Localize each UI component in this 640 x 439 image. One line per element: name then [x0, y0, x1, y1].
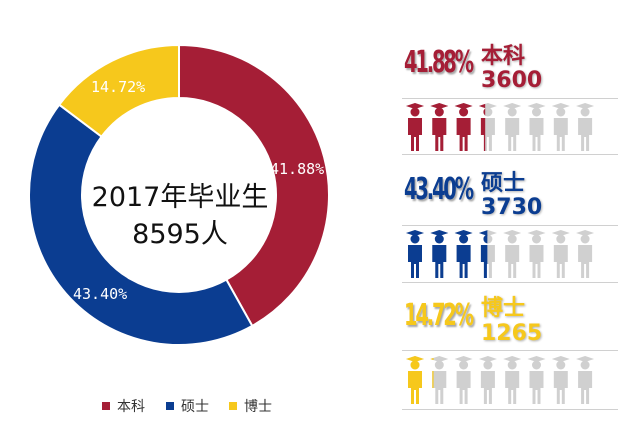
graduate-person-icon — [551, 103, 570, 151]
shuoshi-name: 硕士 — [481, 171, 526, 196]
donut-slice-boshi — [57, 43, 180, 139]
graduate-person-icon — [527, 230, 546, 278]
graduate-person-icon — [406, 103, 424, 151]
graduate-person-icon — [430, 103, 449, 151]
legend-label: 博士 — [244, 399, 272, 415]
slice-label-shuoshi: 43.40% — [73, 285, 128, 303]
slice-label-boshi: 14.72% — [91, 78, 146, 96]
divider — [402, 282, 618, 283]
graduate-person-icon — [478, 103, 497, 151]
graduate-person-icon — [406, 356, 424, 404]
boshi-percent: 14.72% — [404, 298, 474, 333]
graduate-person-icon — [551, 356, 570, 404]
legend-item-shuoshi: 硕士 — [166, 396, 209, 416]
graduate-person-icon — [576, 230, 595, 278]
graduate-person-icon — [503, 356, 522, 404]
graduate-person-icon — [551, 230, 570, 278]
divider — [402, 154, 618, 155]
legend-item-benke: 本科 — [102, 396, 145, 416]
benke-percent: 41.88% — [404, 45, 474, 80]
graduate-person-icon — [430, 230, 449, 278]
slice-label-benke: 41.88% — [270, 160, 325, 178]
divider — [402, 409, 618, 410]
graduate-person-icon — [478, 230, 497, 278]
shuoshi-percent: 43.40% — [404, 172, 474, 207]
graduate-person-icon — [454, 103, 473, 151]
boshi-count: 1265 — [481, 321, 543, 346]
benke-count: 3600 — [481, 68, 543, 93]
legend-swatch — [166, 402, 174, 410]
graduate-person-icon — [406, 230, 424, 278]
graduate-person-icon — [527, 103, 546, 151]
graduate-person-icon — [430, 356, 449, 404]
benke-name: 本科 — [481, 44, 526, 69]
legend-item-boshi: 博士 — [229, 396, 272, 416]
legend-label: 本科 — [117, 399, 145, 415]
donut-slice-benke — [178, 43, 330, 328]
chart-center-total: 8595人 — [132, 219, 228, 250]
legend-label: 硕士 — [181, 399, 209, 415]
donut-chart — [28, 43, 330, 346]
legend-swatch — [229, 402, 237, 410]
shuoshi-count: 3730 — [481, 195, 543, 220]
graduate-person-icon — [454, 230, 473, 278]
graduate-person-icon — [454, 356, 473, 404]
graduate-person-icon — [503, 230, 522, 278]
chart-center-title: 2017年毕业生 — [91, 182, 269, 213]
graduate-person-icon — [503, 103, 522, 151]
divider — [402, 98, 618, 99]
legend-swatch — [102, 402, 110, 410]
graduate-person-icon — [478, 356, 497, 404]
graduate-person-icon — [576, 103, 595, 151]
boshi-name: 博士 — [481, 296, 526, 321]
graduate-person-icon — [576, 356, 595, 404]
graduate-person-icon — [527, 356, 546, 404]
divider — [402, 350, 618, 351]
divider — [402, 225, 618, 226]
donut-slice-shuoshi — [28, 103, 254, 346]
